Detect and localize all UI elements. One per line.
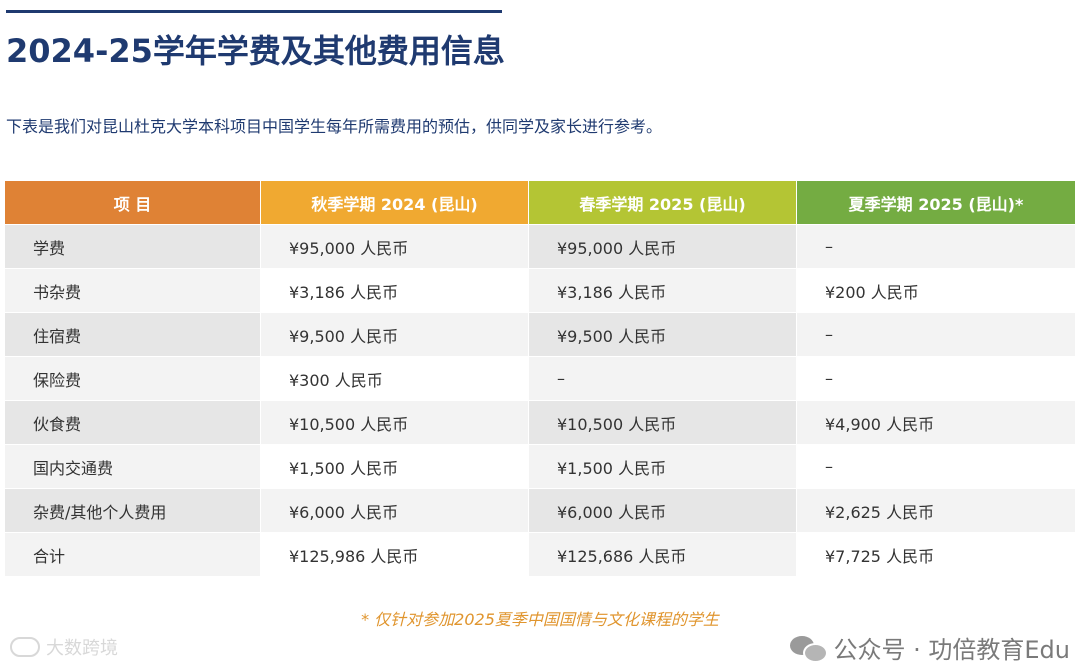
table-row-total: 合计 ¥125,986 人民币 ¥125,686 人民币 ¥7,725 人民币 xyxy=(4,532,1076,577)
table-row: 保险费 ¥300 人民币 – – xyxy=(4,356,1076,401)
header-spring: 春季学期 2025 (昆山) xyxy=(528,180,797,225)
intro-text: 下表是我们对昆山杜克大学本科项目中国学生每年所需费用的预估，供同学及家长进行参考… xyxy=(6,117,663,136)
cell-spring: ¥1,500 人民币 xyxy=(528,444,797,489)
watermark-right-text: 公众号 · 功倍教育Edu xyxy=(833,636,1071,664)
cell-summer: ¥2,625 人民币 xyxy=(796,488,1076,533)
cell-fall: ¥95,000 人民币 xyxy=(260,224,529,269)
header-fall: 秋季学期 2024 (昆山) xyxy=(260,180,529,225)
table-row: 书杂费 ¥3,186 人民币 ¥3,186 人民币 ¥200 人民币 xyxy=(4,268,1076,313)
table-row: 伙食费 ¥10,500 人民币 ¥10,500 人民币 ¥4,900 人民币 xyxy=(4,400,1076,445)
cell-summer: – xyxy=(796,224,1076,269)
footnote: * 仅针对参加2025夏季中国国情与文化课程的学生 xyxy=(361,610,719,629)
cell-spring: ¥9,500 人民币 xyxy=(528,312,797,357)
cell-item: 杂费/其他个人费用 xyxy=(4,488,261,533)
cell-spring: ¥95,000 人民币 xyxy=(528,224,797,269)
cell-fall: ¥9,500 人民币 xyxy=(260,312,529,357)
cell-spring: ¥125,686 人民币 xyxy=(528,532,797,577)
cell-fall: ¥300 人民币 xyxy=(260,356,529,401)
wechat-icon xyxy=(789,634,828,663)
cell-summer: – xyxy=(796,356,1076,401)
watermark-left: 大数跨境 xyxy=(10,634,118,660)
logo-icon xyxy=(10,637,40,657)
cell-item: 国内交通费 xyxy=(4,444,261,489)
cell-fall: ¥10,500 人民币 xyxy=(260,400,529,445)
header-item: 项 目 xyxy=(4,180,261,225)
header-summer: 夏季学期 2025 (昆山)* xyxy=(796,180,1076,225)
cell-item: 住宿费 xyxy=(4,312,261,357)
cell-item: 保险费 xyxy=(4,356,261,401)
table-row: 杂费/其他个人费用 ¥6,000 人民币 ¥6,000 人民币 ¥2,625 人… xyxy=(4,488,1076,533)
cell-spring: – xyxy=(528,356,797,401)
cell-fall: ¥3,186 人民币 xyxy=(260,268,529,313)
cell-summer: ¥4,900 人民币 xyxy=(796,400,1076,445)
cell-spring: ¥6,000 人民币 xyxy=(528,488,797,533)
cell-fall: ¥125,986 人民币 xyxy=(260,532,529,577)
cell-fall: ¥1,500 人民币 xyxy=(260,444,529,489)
table-row: 学费 ¥95,000 人民币 ¥95,000 人民币 – xyxy=(4,224,1076,269)
cell-fall: ¥6,000 人民币 xyxy=(260,488,529,533)
cell-summer: ¥200 人民币 xyxy=(796,268,1076,313)
cell-item: 学费 xyxy=(4,224,261,269)
cell-item: 合计 xyxy=(4,532,261,577)
table-header-row: 项 目 秋季学期 2024 (昆山) 春季学期 2025 (昆山) 夏季学期 2… xyxy=(4,180,1076,225)
cell-summer: – xyxy=(796,444,1076,489)
table-row: 住宿费 ¥9,500 人民币 ¥9,500 人民币 – xyxy=(4,312,1076,357)
watermark-left-text: 大数跨境 xyxy=(46,638,118,659)
cell-spring: ¥10,500 人民币 xyxy=(528,400,797,445)
title-rule xyxy=(6,10,502,13)
cell-summer: – xyxy=(796,312,1076,357)
cell-summer: ¥7,725 人民币 xyxy=(796,532,1076,577)
cell-spring: ¥3,186 人民币 xyxy=(528,268,797,313)
table-row: 国内交通费 ¥1,500 人民币 ¥1,500 人民币 – xyxy=(4,444,1076,489)
cell-item: 伙食费 xyxy=(4,400,261,445)
fee-table: 项 目 秋季学期 2024 (昆山) 春季学期 2025 (昆山) 夏季学期 2… xyxy=(4,180,1076,577)
watermark-right: 公众号 · 功倍教育Edu xyxy=(789,630,1071,665)
page-title: 2024-25学年学费及其他费用信息 xyxy=(6,32,505,70)
cell-item: 书杂费 xyxy=(4,268,261,313)
